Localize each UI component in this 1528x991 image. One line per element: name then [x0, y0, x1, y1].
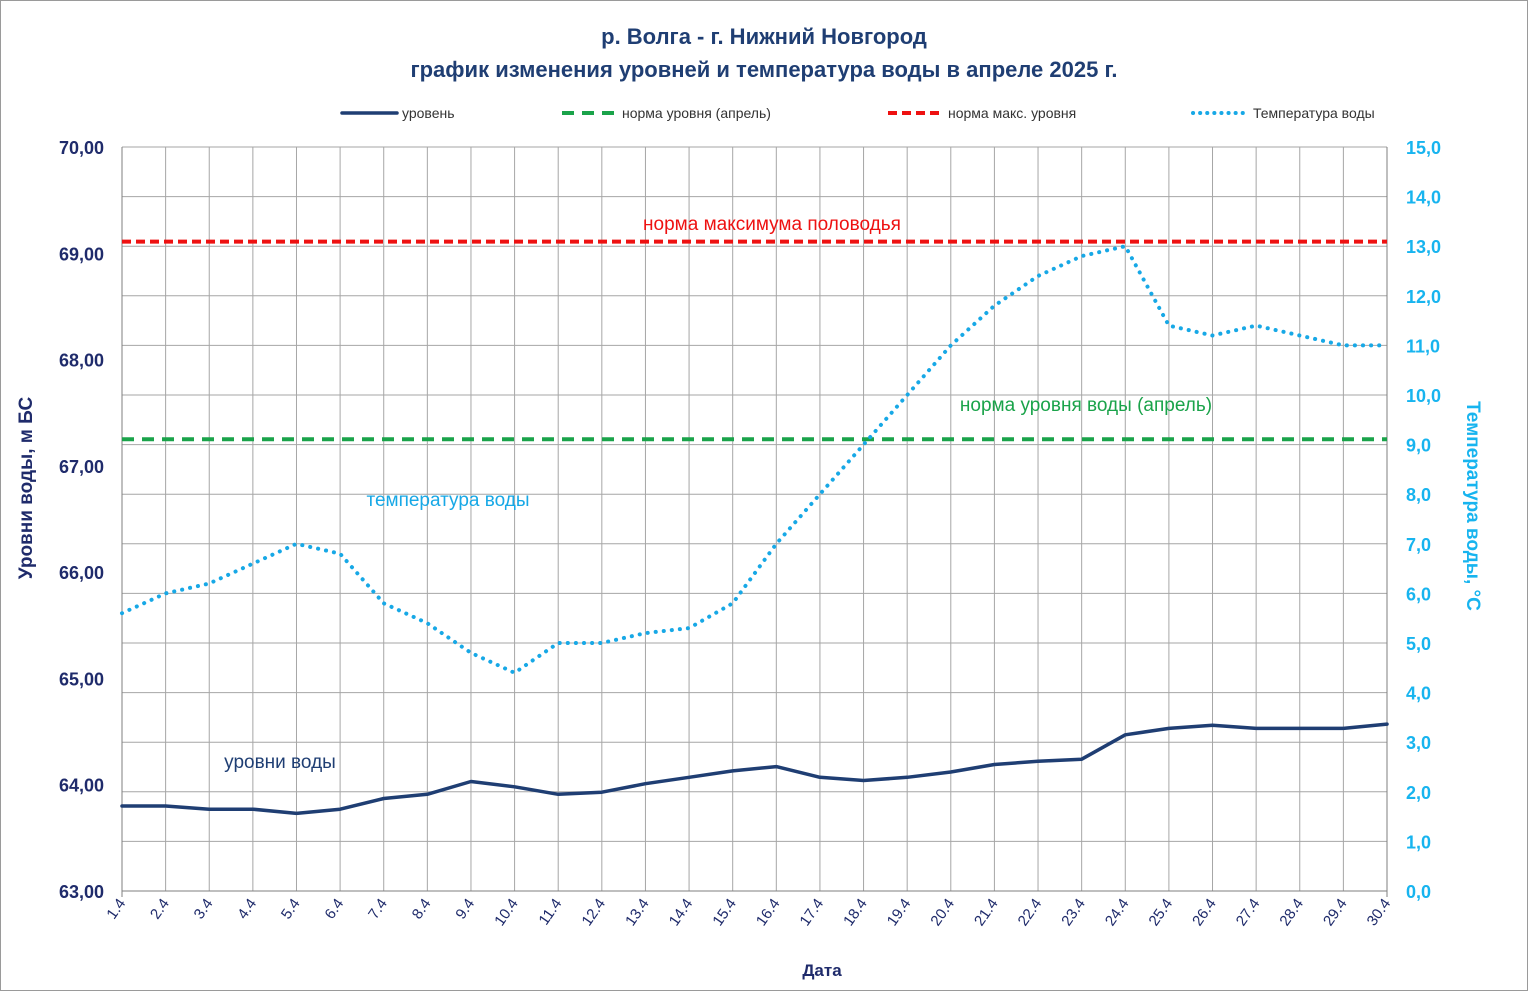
y-tick-label: 70,00	[59, 138, 104, 158]
grid	[121, 146, 1388, 892]
x-tick-label: 27.4	[1233, 896, 1264, 930]
y2-axis-title: Температура воды, °С	[1462, 401, 1483, 611]
x-tick-label: 19.4	[884, 896, 915, 930]
y2-tick-label: 8,0	[1406, 485, 1431, 505]
x-tick-label: 12.4	[578, 896, 609, 930]
x-axis-title: Дата	[802, 961, 842, 980]
y2-tick-label: 13,0	[1406, 237, 1441, 257]
y-tick-label: 69,00	[59, 244, 104, 264]
y-tick-label: 64,00	[59, 776, 104, 796]
legend-label: норма макс. уровня	[948, 105, 1076, 121]
legend-label: Температура воды	[1253, 105, 1375, 121]
x-tick-label: 3.4	[191, 896, 217, 923]
x-tick-label: 20.4	[927, 896, 958, 930]
chart-title: р. Волга - г. Нижний Новгород	[601, 24, 927, 49]
y2-tick-label: 2,0	[1406, 783, 1431, 803]
series-line	[120, 722, 1389, 816]
y-axis-title: Уровни воды, м БС	[16, 396, 37, 579]
x-tick-label: 15.4	[709, 896, 740, 930]
x-tick-label: 14.4	[666, 896, 697, 930]
y2-tick-label: 12,0	[1406, 287, 1441, 307]
y2-tick-label: 6,0	[1406, 584, 1431, 604]
x-tick-label: 11.4	[535, 896, 565, 929]
x-tick-label: 25.4	[1145, 896, 1176, 930]
x-tick-label: 13.4	[622, 896, 653, 930]
y-tick-label: 63,00	[59, 882, 104, 902]
x-tick-label: 23.4	[1058, 896, 1089, 930]
y-tick-label: 68,00	[59, 351, 104, 371]
annotation-temperature: температура воды	[366, 490, 529, 511]
x-tick-label: 26.4	[1189, 896, 1220, 930]
x-tick-label: 9.4	[452, 896, 478, 923]
y2-tick-label: 3,0	[1406, 733, 1431, 753]
legend-label: уровень	[402, 105, 455, 121]
annotation-norm-max: норма максимума половодья	[643, 214, 901, 235]
series-line	[120, 244, 1389, 675]
x-tick-label: 1.4	[103, 896, 129, 923]
y2-tick-label: 9,0	[1406, 436, 1431, 456]
x-tick-label: 24.4	[1102, 896, 1133, 930]
y2-tick-label: 0,0	[1406, 882, 1431, 902]
series	[120, 239, 1389, 816]
x-tick-label: 21.4	[971, 896, 1002, 930]
x-tick-label: 28.4	[1276, 896, 1307, 930]
x-tick-label: 6.4	[321, 896, 347, 923]
y2-tick-label: 5,0	[1406, 634, 1431, 654]
x-tick-label: 4.4	[234, 896, 260, 923]
y2-tick-label: 11,0	[1406, 336, 1440, 356]
x-tick-label: 2.4	[147, 896, 173, 923]
y2-tick-label: 4,0	[1406, 684, 1431, 704]
legend-label: норма уровня (апрель)	[622, 105, 771, 121]
annotation-level: уровни воды	[224, 752, 336, 773]
y-tick-label: 67,00	[59, 457, 104, 477]
x-tick-label: 16.4	[753, 896, 784, 930]
x-tick-label: 29.4	[1320, 896, 1351, 930]
annotation-norm-april: норма уровня воды (апрель)	[960, 395, 1212, 416]
x-tick-label: 5.4	[278, 896, 304, 923]
x-tick-label: 8.4	[409, 896, 435, 923]
y2-tick-label: 14,0	[1406, 188, 1441, 208]
y2-tick-label: 15,0	[1406, 138, 1441, 158]
x-tick-label: 10.4	[491, 896, 522, 930]
y-tick-label: 65,00	[59, 669, 104, 689]
x-tick-label: 22.4	[1015, 896, 1046, 930]
x-tick-label: 18.4	[840, 896, 871, 930]
y-tick-label: 66,00	[59, 563, 104, 583]
x-tick-label: 7.4	[365, 896, 391, 923]
chart-subtitle: график изменения уровней и температура в…	[410, 57, 1118, 82]
x-tick-label: 30.4	[1364, 896, 1395, 930]
y2-tick-label: 10,0	[1406, 386, 1441, 406]
legend: уровень норма уровня (апрель) норма макс. …	[340, 105, 1375, 121]
y2-tick-label: 7,0	[1406, 535, 1431, 555]
x-tick-label: 17.4	[797, 896, 828, 930]
y2-tick-label: 1,0	[1406, 832, 1431, 852]
